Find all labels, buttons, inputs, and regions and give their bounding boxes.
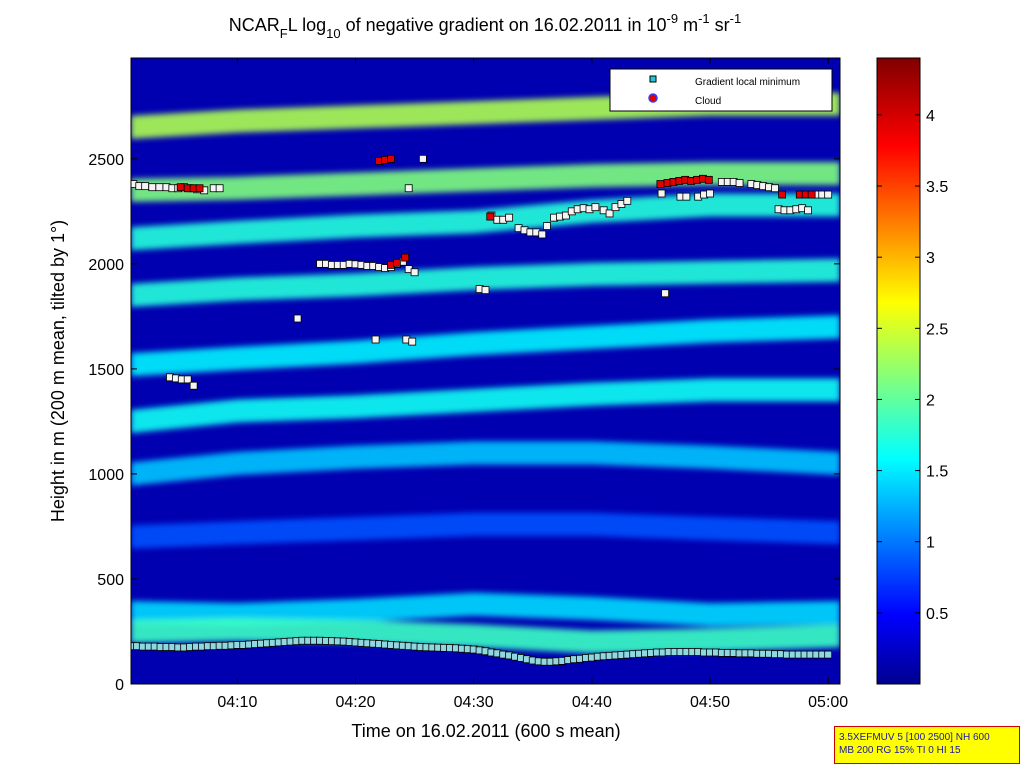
colorbar-tick-label: 3 xyxy=(926,250,935,267)
y-tick-label: 2000 xyxy=(88,257,124,274)
colorbar-ticks: 0.5 1 1.5 2 2.5 3 3.5 4 xyxy=(877,108,948,623)
heatmap-bands xyxy=(131,92,840,654)
gradient-minimum-point xyxy=(561,211,570,220)
heatmap-field xyxy=(131,92,840,654)
chart-title: NCARFL log10 of negative gradient on 16.… xyxy=(229,11,741,41)
x-tick-label: 04:40 xyxy=(572,694,612,711)
gradient-minimum-point xyxy=(824,650,833,659)
gradient-minimum-point xyxy=(481,286,490,295)
colorbar-tick-label: 3.5 xyxy=(926,179,948,196)
gradient-minimum-point xyxy=(408,337,417,346)
cloud-point xyxy=(704,175,713,184)
x-tick-label: 05:00 xyxy=(808,694,848,711)
legend-label-cloud: Cloud xyxy=(695,96,721,107)
gradient-minimum-point xyxy=(189,381,198,390)
heatmap-band xyxy=(131,512,840,549)
colorbar-tick-label: 1.5 xyxy=(926,464,948,481)
y-axis-label: Height in m (200 m mean, tilted by 1°) xyxy=(48,220,68,522)
x-axis-label: Time on 16.02.2011 (600 s mean) xyxy=(351,721,620,741)
gradient-minimum-point xyxy=(682,192,691,201)
y-tick-label: 1500 xyxy=(88,362,124,379)
legend-swatch-cloud xyxy=(648,93,658,103)
heatmap-band xyxy=(131,592,840,627)
colorbar-tick-label: 2.5 xyxy=(926,321,948,338)
y-axis: 0 500 1000 1500 2000 2500 xyxy=(88,152,840,694)
plot-frame xyxy=(130,57,841,685)
settings-info-line-1: 3.5XEFMUV 5 [100 2500] NH 600 xyxy=(839,732,990,743)
gradient-minimum-point xyxy=(706,189,714,198)
colorbar xyxy=(876,57,921,685)
gradient-minimum-point xyxy=(804,206,812,215)
gradient-minimum-point xyxy=(824,190,833,199)
x-tick-label: 04:30 xyxy=(454,694,494,711)
cloud-point xyxy=(656,180,665,188)
gradient-minimum-point xyxy=(183,375,192,384)
y-tick-label: 500 xyxy=(97,572,124,589)
cloud-point xyxy=(807,190,816,199)
y-tick-label: 0 xyxy=(115,677,124,694)
colorbar-tick-label: 4 xyxy=(926,108,935,125)
legend: Gradient local minimum Cloud xyxy=(609,68,833,112)
gradient-minimum-point xyxy=(538,230,547,239)
cloud-point xyxy=(387,154,395,163)
gradient-minimum-point xyxy=(771,184,779,193)
cloud-point xyxy=(176,183,185,192)
gradient-minimum-point xyxy=(293,314,302,323)
cloud-point xyxy=(486,212,495,221)
legend-box xyxy=(609,68,833,112)
heatmap-band xyxy=(131,441,840,486)
cloud-point xyxy=(392,258,401,267)
x-axis: 04:10 04:20 04:30 04:40 04:50 05:00 xyxy=(217,58,848,711)
heatmap-band xyxy=(131,378,840,433)
heatmap-band xyxy=(131,617,840,654)
gradient-minimum-point xyxy=(371,335,380,344)
colorbar-tick-label: 0.5 xyxy=(926,606,948,623)
gradient-minimum-point xyxy=(661,289,670,298)
plot-background xyxy=(131,58,840,684)
gradient-minimum-point xyxy=(404,184,413,193)
gradient-minimum-point xyxy=(418,154,427,163)
gradient-minimum-point xyxy=(141,182,150,191)
cloud-point xyxy=(401,253,410,262)
gradient-minimum-point xyxy=(657,189,666,198)
heatmap-band xyxy=(131,258,840,307)
gradient-minimum-point xyxy=(591,203,600,212)
gradient-minimum-point xyxy=(623,196,632,205)
heatmap-band xyxy=(131,193,840,251)
gradient-minimum-point xyxy=(155,183,164,192)
cloud-point xyxy=(778,190,786,199)
x-tick-label: 04:50 xyxy=(690,694,730,711)
gradient-minimum-point xyxy=(410,268,419,277)
gradient-minimum-point xyxy=(505,213,514,222)
gradient-minimum-point xyxy=(148,183,157,192)
x-tick-label: 04:10 xyxy=(217,694,257,711)
legend-label-gradient-minimum: Gradient local minimum xyxy=(695,77,800,88)
gradient-minimum-point xyxy=(543,222,551,230)
heatmap-band xyxy=(131,315,840,377)
gradient-minimum-point xyxy=(215,184,224,193)
x-tick-label: 04:20 xyxy=(335,694,375,711)
marker-layer xyxy=(131,154,833,666)
y-tick-label: 2500 xyxy=(88,152,124,169)
settings-info-box: 3.5XEFMUV 5 [100 2500] NH 600 MB 200 RG … xyxy=(834,726,1020,764)
cloud-point xyxy=(195,184,204,193)
settings-info-line-2: MB 200 RG 15% TI 0 HI 15 xyxy=(839,745,961,756)
y-tick-label: 1000 xyxy=(88,467,124,484)
legend-swatch-gradient-minimum xyxy=(649,75,657,83)
gradient-minimum-point xyxy=(605,209,614,218)
heatmap-band xyxy=(131,162,840,202)
colorbar-tick-label: 1 xyxy=(926,535,935,552)
colorbar-tick-label: 2 xyxy=(926,392,935,409)
gradient-minimum-point xyxy=(735,179,744,187)
